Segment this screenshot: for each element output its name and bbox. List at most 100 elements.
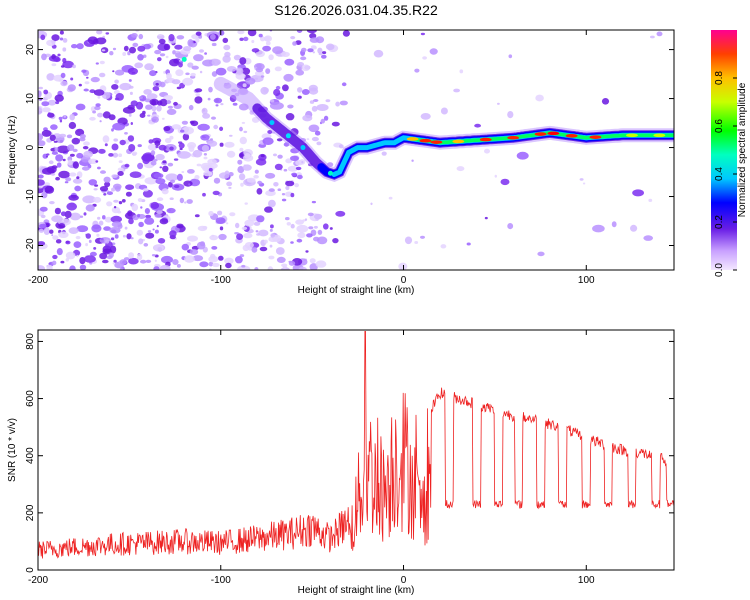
spectrogram-cell <box>174 44 183 50</box>
spectrogram-cell <box>156 197 164 202</box>
spectrogram-cell <box>263 239 268 244</box>
spectrogram-cell <box>154 49 162 55</box>
spectrogram-cell <box>75 235 81 240</box>
spectrogram-cell <box>188 104 194 111</box>
spectrogram-cell <box>150 160 157 166</box>
spectrogram-cell <box>335 210 346 217</box>
spectrogram-cell <box>169 58 180 67</box>
spectrogram-cell <box>189 248 199 255</box>
snr-y-ticks: 0 200 400 600 800 <box>25 333 674 573</box>
spectrogram-cell <box>211 59 221 66</box>
spectrogram-cell <box>173 158 179 161</box>
spectrogram-cell <box>176 173 183 181</box>
spectrogram-cell <box>52 235 59 241</box>
spectrogram-cell <box>161 188 169 195</box>
spectrogram-cell <box>283 168 288 172</box>
spectrogram-cell <box>316 141 322 146</box>
spectrogram-cell <box>208 261 214 267</box>
spectrogram-cell <box>137 144 142 148</box>
spectrogram-cell <box>136 229 143 236</box>
spectrogram-cell <box>50 172 56 176</box>
spectrogram-cell <box>275 85 281 90</box>
spectrogram-cell <box>381 151 387 156</box>
spectrogram-cell <box>99 252 108 260</box>
spectrogram-cell <box>264 206 273 213</box>
spectrogram-cell <box>373 49 384 58</box>
spectrogram-cell <box>312 51 315 54</box>
spectrogram-cell <box>251 39 255 44</box>
spectrogram-cell <box>119 82 132 91</box>
spectrogram-cell <box>151 116 159 123</box>
spectrogram-cell <box>404 236 413 245</box>
spectrogram-cell <box>295 69 305 76</box>
x-tick-label: -200 <box>28 275 48 286</box>
spectrogram-cell <box>243 36 249 42</box>
spectrogram-cell <box>169 197 174 200</box>
spectrogram-cell <box>285 113 295 121</box>
spectrogram-cell <box>265 172 276 179</box>
spectrogram-cell <box>38 133 44 141</box>
spectrogram-cell <box>154 140 161 147</box>
spectrogram-cell <box>150 201 160 210</box>
spectrogram-cell <box>195 93 200 96</box>
spectrogram-cell <box>259 246 268 252</box>
spectrogram-cell <box>138 238 144 245</box>
spectrogram-cell <box>414 241 419 244</box>
spectrogram-cell <box>181 126 194 135</box>
spectrogram-cell <box>169 230 177 238</box>
spectrogram-cell <box>268 199 276 208</box>
spectrogram-cell <box>172 50 177 55</box>
spectrogram-cell <box>224 257 234 265</box>
spectrogram-cell <box>169 146 174 151</box>
spectrogram-cell <box>124 226 128 230</box>
spectrogram-cell <box>239 57 247 65</box>
spectrogram-cell <box>497 102 500 105</box>
spectrogram-cell <box>39 206 48 212</box>
spectrogram-cell <box>204 52 208 55</box>
spectrogram-cell <box>178 142 185 149</box>
spectrogram-cell <box>129 85 134 89</box>
spectrogram-cell <box>49 134 56 141</box>
spectrogram-blob <box>327 170 333 176</box>
spectrogram-cell <box>163 126 171 132</box>
spectrogram-cell <box>239 254 245 258</box>
spectrogram-cell <box>145 214 152 219</box>
spectrogram-cell <box>103 193 107 196</box>
spectrogram-cell <box>302 114 313 122</box>
spectrogram-cell <box>181 120 188 125</box>
spectrogram-cell <box>219 172 230 179</box>
spectrogram-cell <box>191 65 199 70</box>
spectrogram-y-ticks: -20 -10 0 10 20 <box>25 44 674 253</box>
spectrogram-cell <box>277 154 283 159</box>
spectrogram-cell <box>137 54 144 61</box>
spectrogram-cell <box>56 162 62 168</box>
spectrogram-cell <box>142 110 146 115</box>
spectrogram-cell <box>258 229 269 237</box>
spectrogram-cell <box>309 258 316 264</box>
spectrogram-cell <box>140 206 143 209</box>
spectrogram-cell <box>235 256 243 264</box>
spectrogram-cell <box>124 132 128 135</box>
spectrogram-cell <box>270 99 275 103</box>
spectrogram-cell <box>153 172 164 179</box>
spectrogram-cell <box>167 78 173 82</box>
spectrogram-cell <box>97 95 101 99</box>
spectrogram-cell <box>106 201 113 207</box>
spectrogram-cell <box>164 137 172 144</box>
spectrogram-cell <box>296 30 303 33</box>
spectrogram-cell <box>43 89 49 95</box>
spectrogram-cell <box>131 203 139 212</box>
spectrogram-cell <box>161 255 173 264</box>
spectrogram-cell <box>192 149 203 158</box>
spectrogram-cell <box>212 262 220 268</box>
spectrogram-cell <box>45 223 50 228</box>
spectrogram-cell <box>220 103 224 106</box>
spectrogram-cell <box>153 244 164 252</box>
spectrogram-cell <box>440 107 448 115</box>
spectrogram-cell <box>155 82 159 86</box>
spectrogram-cell <box>272 234 282 243</box>
spectrogram-cell <box>611 221 617 228</box>
y-tick-label: 400 <box>25 447 36 464</box>
spectrogram-cell <box>128 79 132 82</box>
spectrogram-cell <box>234 232 239 235</box>
